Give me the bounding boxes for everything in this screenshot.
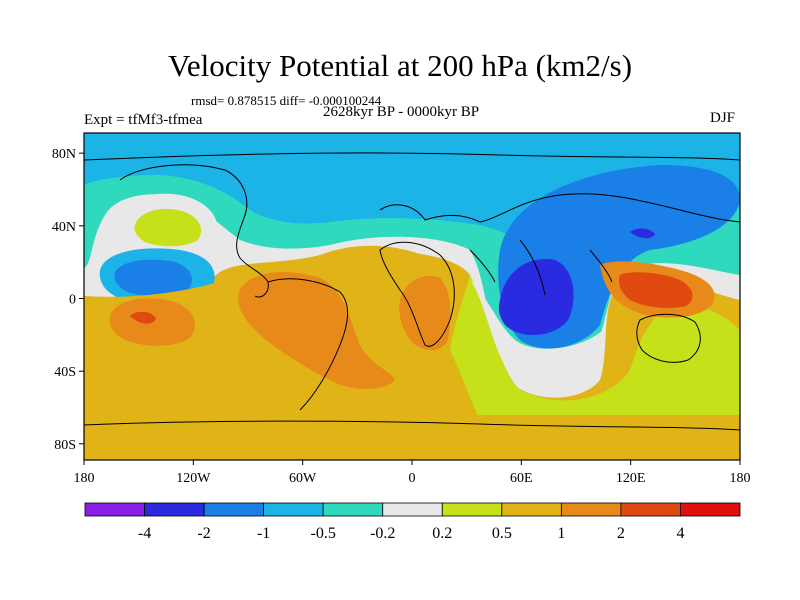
y-tick-label: 80S [54, 438, 76, 453]
colorbar-swatch [680, 502, 741, 517]
y-tick-label: 0 [69, 293, 76, 308]
field-epac-neg-2 [114, 259, 192, 297]
x-tick-label: 180 [730, 471, 751, 486]
colorbar-label: -0.2 [370, 525, 395, 542]
colorbar: -4 -2 -1 -0.5 -0.2 0.2 0.5 1 2 4 [84, 502, 741, 542]
colorbar-swatch [84, 502, 145, 517]
experiment-label: Expt = tfMf3-tfmea [84, 112, 203, 128]
coastlines [84, 152, 740, 431]
field-samerica-pos-1 [238, 272, 395, 389]
stats-label: rmsd= 0.878515 diff= -0.000100244 [191, 93, 382, 108]
colorbar-swatch [382, 502, 443, 517]
colorbar-swatch [441, 502, 503, 517]
x-tick-label: 180 [74, 471, 95, 486]
field-africa-pos-1 [399, 276, 451, 351]
colorbar-label: -1 [257, 525, 270, 542]
colorbar-swatch [203, 502, 265, 517]
colorbar-swatch [501, 502, 562, 517]
colorbar-label: -2 [197, 525, 210, 542]
velocity-potential-field [84, 133, 740, 460]
colorbar-label: 0.5 [492, 525, 512, 542]
field-spacific-pos-2 [130, 311, 156, 324]
colorbar-swatch [560, 502, 622, 517]
field-pacific-pos [134, 208, 202, 247]
colorbar-swatch [620, 502, 681, 517]
y-tick-label: 40N [52, 220, 76, 235]
y-tick-label: 80N [52, 147, 76, 162]
x-tick-label: 120W [176, 471, 211, 486]
x-tick-label: 60W [289, 471, 317, 486]
period-label: 2628kyr BP - 0000kyr BP [323, 104, 480, 120]
colorbar-label: -4 [138, 525, 151, 542]
field-sh-near-zero [470, 280, 604, 386]
field-neg-4-japan [630, 228, 655, 239]
colorbar-label: -0.5 [311, 525, 336, 542]
colorbar-swatch [144, 502, 205, 517]
colorbar-label: 1 [557, 525, 565, 542]
colorbar-label: 0.2 [432, 525, 452, 542]
x-tick-label: 120E [616, 471, 646, 486]
colorbar-label: 2 [617, 525, 625, 542]
colorbar-swatch [263, 502, 324, 517]
colorbar-swatch [322, 502, 384, 517]
x-axis-ticks: 180 120W 60W 0 60E 120E 180 [74, 460, 751, 486]
field-maritime-pos-2 [618, 272, 693, 308]
y-tick-label: 40S [54, 365, 76, 380]
season-label: DJF [710, 110, 736, 126]
plot-title: Velocity Potential at 200 hPa (km2/s) [167, 48, 633, 83]
x-tick-label: 60E [510, 471, 533, 486]
colorbar-label: 4 [676, 525, 684, 542]
field-neg-4-indian-ocean [498, 259, 574, 336]
x-tick-label: 0 [409, 471, 416, 486]
y-axis-ticks: 80N 40N 0 40S 80S [52, 147, 84, 453]
